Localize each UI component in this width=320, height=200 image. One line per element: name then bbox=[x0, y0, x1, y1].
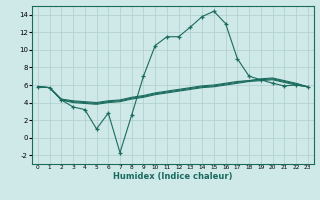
X-axis label: Humidex (Indice chaleur): Humidex (Indice chaleur) bbox=[113, 172, 233, 181]
